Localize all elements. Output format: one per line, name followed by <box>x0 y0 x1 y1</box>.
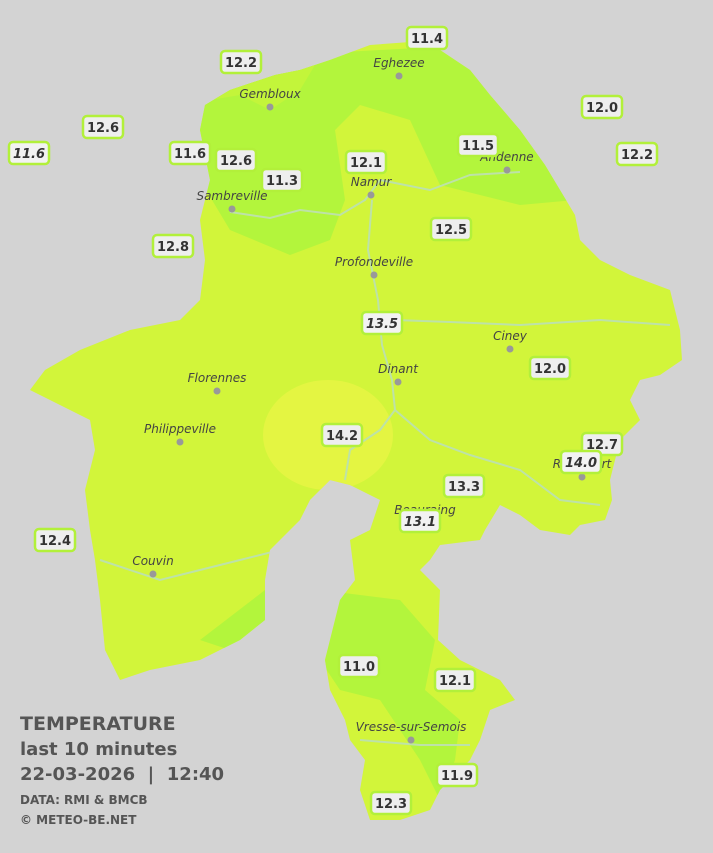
town-dot <box>407 736 415 744</box>
station-value: 12.5 <box>435 223 467 238</box>
station-box <box>580 94 624 120</box>
station-box <box>337 653 381 679</box>
station-value: 12.6 <box>220 154 252 169</box>
station-value: 13.3 <box>448 480 480 495</box>
station-value: 12.7 <box>586 438 618 453</box>
legend-title: TEMPERATURE <box>20 713 176 735</box>
station-value: 12.8 <box>157 240 189 255</box>
station-value: 11.3 <box>266 174 298 189</box>
station-value: 12.1 <box>439 674 471 689</box>
station-box <box>405 25 449 51</box>
station-value: 11.6 <box>174 147 206 162</box>
legend-credit: © METEO-BE.NET <box>20 813 137 827</box>
station-box <box>219 49 263 75</box>
station-box <box>456 132 500 158</box>
station-box <box>151 233 195 259</box>
station-box <box>435 762 479 788</box>
station-box <box>214 147 258 173</box>
town-dot <box>395 72 403 80</box>
station-box <box>433 667 477 693</box>
station-value: 11.6 <box>13 147 45 162</box>
town-label: Eghezee <box>373 56 424 70</box>
town-label: Philippeville <box>144 422 216 436</box>
station-box <box>429 216 473 242</box>
station-value: 11.0 <box>343 660 375 675</box>
town-dot <box>578 473 586 481</box>
town-dot <box>367 191 375 199</box>
station-box <box>168 140 212 166</box>
station-box <box>369 790 413 816</box>
station-value: 12.4 <box>39 534 71 549</box>
town-label: Gembloux <box>239 87 301 101</box>
town-dot <box>503 166 511 174</box>
station-value: 11.9 <box>441 769 473 784</box>
legend-source: DATA: RMI & BMCB <box>20 793 148 807</box>
station-value: 11.5 <box>462 139 494 154</box>
legend-datetime: 22-03-2026 | 12:40 <box>20 764 224 785</box>
station-value: 14.0 <box>565 456 597 471</box>
station-value: 12.0 <box>586 101 618 116</box>
town-label: Namur <box>351 175 393 189</box>
town-dot <box>506 345 514 353</box>
station-box <box>528 355 572 381</box>
station-box <box>260 167 304 193</box>
town-label: Sambreville <box>196 189 267 203</box>
station-value: 11.4 <box>411 32 443 47</box>
town-label: Ciney <box>493 329 528 343</box>
station-box <box>320 422 364 448</box>
town-dot <box>370 271 378 279</box>
town-dot <box>176 438 184 446</box>
station-box <box>398 508 442 534</box>
station-value: 12.2 <box>225 56 257 71</box>
station-value: 12.1 <box>350 156 382 171</box>
station-value: 12.3 <box>375 797 407 812</box>
stations: 12.2 11.4 12.6 11.6 11.6 12.6 11.3 12.1 11.5 12.0… <box>7 25 659 816</box>
station-box <box>7 140 51 166</box>
station-value: 14.2 <box>326 429 358 444</box>
town-label: Florennes <box>188 371 247 385</box>
town-label: Dinant <box>378 362 419 376</box>
town-label: Couvin <box>132 554 173 568</box>
town-dot <box>149 570 157 578</box>
town-dot <box>266 103 274 111</box>
station-box <box>442 473 486 499</box>
town-dot <box>228 205 236 213</box>
station-box <box>81 114 125 140</box>
station-value: 13.1 <box>404 515 436 530</box>
station-value: 13.5 <box>366 317 398 332</box>
town-dot <box>213 387 221 395</box>
station-box <box>615 141 659 167</box>
station-box <box>344 149 388 175</box>
station-box <box>33 527 77 553</box>
town-dot <box>394 378 402 386</box>
town-label: Profondeville <box>335 255 413 269</box>
station-value: 12.2 <box>621 148 653 163</box>
town-label: Vresse-sur-Semois <box>356 720 467 734</box>
station-value: 12.6 <box>87 121 119 136</box>
station-value: 12.0 <box>534 362 566 377</box>
legend-period: last 10 minutes <box>20 739 177 760</box>
station-box <box>559 449 603 475</box>
station-box <box>360 310 404 336</box>
